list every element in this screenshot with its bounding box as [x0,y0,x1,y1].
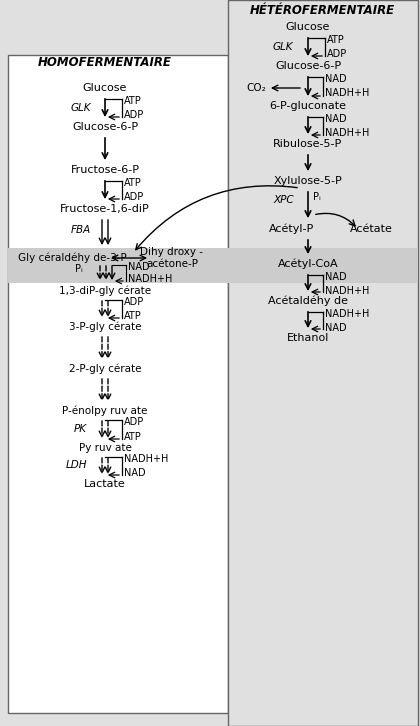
Text: 1,3-diP-gly cérate: 1,3-diP-gly cérate [59,286,151,296]
Text: LDH: LDH [66,460,87,470]
Text: Glucose: Glucose [286,22,330,32]
Text: ADP: ADP [124,110,144,120]
Text: Glucose-6-P: Glucose-6-P [72,122,138,132]
Text: NADH+H: NADH+H [325,286,369,296]
Text: 6-P-gluconate: 6-P-gluconate [270,101,346,111]
Text: FBA: FBA [71,225,91,235]
Text: Acétate: Acétate [349,224,392,234]
Text: 3-P-gly cérate: 3-P-gly cérate [69,322,141,333]
Text: ATP: ATP [327,35,345,45]
Text: PK: PK [74,424,87,434]
Text: ADP: ADP [327,49,347,59]
Text: Gly céraldéhy de-3-P: Gly céraldéhy de-3-P [18,253,126,264]
Text: Ethanol: Ethanol [287,333,329,343]
Text: NAD: NAD [325,74,346,84]
Text: Glucose-6-P: Glucose-6-P [275,61,341,71]
Text: Xylulose-5-P: Xylulose-5-P [273,176,342,186]
Text: ADP: ADP [124,192,144,202]
Text: Lactate: Lactate [84,479,126,489]
Text: HÉTÉROFERMENTAIRE: HÉTÉROFERMENTAIRE [249,4,394,17]
Bar [228,0,418,726]
Text: CO₂: CO₂ [246,83,266,93]
Text: NAD: NAD [128,262,150,272]
Text: ATP: ATP [124,96,142,106]
Text: ATP: ATP [124,432,142,442]
Text: NADH+H: NADH+H [325,309,369,319]
Text: Py ruv ate: Py ruv ate [79,443,131,453]
Text: NAD: NAD [325,272,346,282]
Text: NADH+H: NADH+H [124,454,168,464]
Text: Pᵢ: Pᵢ [75,264,83,274]
Text: Pᵢ: Pᵢ [313,192,321,202]
Text: Acétaldéhy de: Acétaldéhy de [268,295,348,306]
Text: Fructose-6-P: Fructose-6-P [71,165,139,175]
Text: Dihy droxy -
acétone-P: Dihy droxy - acétone-P [141,247,204,269]
Text: HOMOFERMENTAIRE: HOMOFERMENTAIRE [38,57,172,70]
Text: GLK: GLK [71,103,91,113]
Text: NADH+H: NADH+H [128,274,172,284]
Text: NADH+H: NADH+H [325,128,369,138]
Text: NAD: NAD [124,468,146,478]
Bar [8,55,228,713]
Text: P-énolpy ruv ate: P-énolpy ruv ate [62,406,148,416]
Text: Fructose-1,6-diP: Fructose-1,6-diP [60,204,150,214]
Text: 2-P-gly cérate: 2-P-gly cérate [69,364,141,374]
Bar [8,248,418,283]
Text: ATP: ATP [124,311,142,321]
Text: Acétyl-CoA: Acétyl-CoA [278,258,339,269]
Text: NAD: NAD [325,114,346,124]
Text: NADH+H: NADH+H [325,88,369,98]
Text: ATP: ATP [124,178,142,188]
Text: Ribulose-5-P: Ribulose-5-P [273,139,343,149]
Text: Glucose: Glucose [83,83,127,93]
Text: ADP: ADP [124,417,144,427]
Text: NAD: NAD [325,323,346,333]
Text: XPC: XPC [273,195,294,205]
Text: Acétyl-P: Acétyl-P [269,224,315,234]
Text: GLK: GLK [273,42,293,52]
Text: ADP: ADP [124,297,144,307]
